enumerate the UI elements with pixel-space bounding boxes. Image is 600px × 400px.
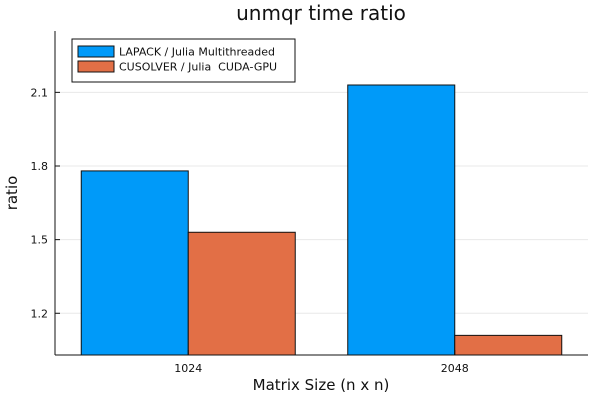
y-tick-label: 1.8 — [31, 160, 49, 173]
legend-label-1: CUSOLVER / Julia CUDA-GPU — [119, 61, 277, 74]
legend-swatch-1 — [77, 60, 115, 73]
y-axis-title: ratio — [3, 176, 21, 211]
y-tick-label: 1.2 — [31, 307, 49, 320]
bar-series-1-1024 — [187, 231, 296, 356]
bar-series-0-2048 — [347, 84, 456, 356]
x-axis-title: Matrix Size (n x n) — [253, 376, 390, 394]
y-tick-label: 1.5 — [31, 234, 49, 247]
legend: LAPACK / Julia Multithreaded CUSOLVER / J… — [71, 38, 296, 83]
legend-items: LAPACK / Julia Multithreaded CUSOLVER / J… — [77, 45, 277, 74]
bars-layer — [80, 84, 563, 356]
y-ticks-layer: 1.2 1.5 1.8 2.1 — [31, 86, 60, 320]
x-ticks-layer: 1024 2048 — [174, 350, 469, 375]
legend-swatch-0 — [77, 45, 115, 58]
x-tick-label: 2048 — [441, 362, 469, 375]
x-tick-label: 1024 — [174, 362, 202, 375]
bar-series-1-2048 — [454, 334, 563, 356]
legend-label-0: LAPACK / Julia Multithreaded — [119, 46, 275, 59]
bar-series-0-1024 — [80, 170, 189, 356]
y-tick-label: 2.1 — [31, 86, 49, 99]
chart-title: unmqr time ratio — [236, 1, 406, 25]
